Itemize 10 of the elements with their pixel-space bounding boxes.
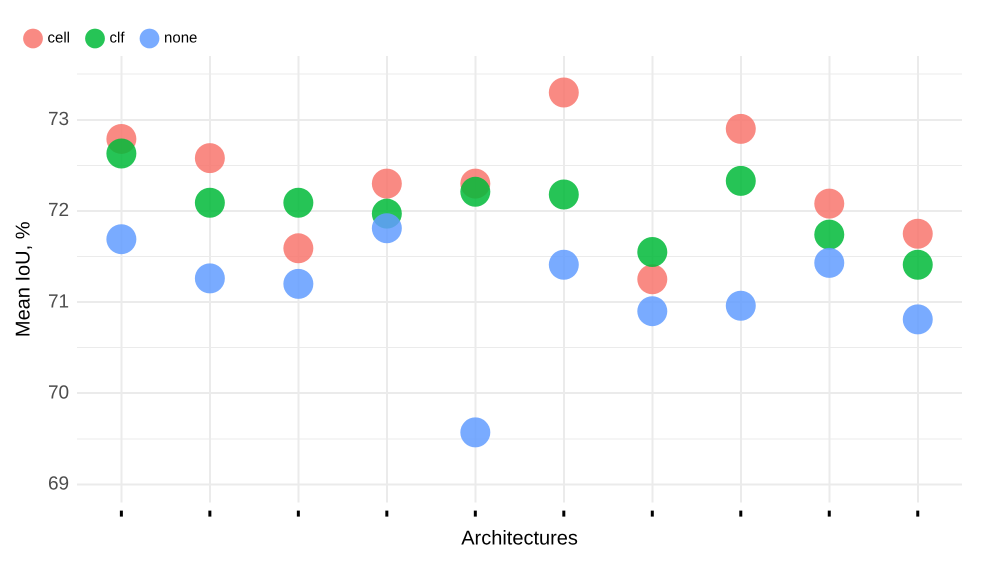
x-axis-title: Architectures: [461, 528, 578, 550]
legend-label: none: [164, 30, 198, 47]
y-tick-label: 70: [48, 382, 70, 404]
legend-label: clf: [110, 30, 126, 47]
y-tick-label: 69: [48, 474, 70, 495]
y-tick-label: 73: [48, 109, 70, 130]
legend-label: cell: [48, 30, 70, 47]
y-tick-label: 71: [48, 291, 70, 312]
y-tick-label: 72: [48, 200, 70, 222]
y-axis-title: Mean IoU, %: [12, 221, 35, 338]
